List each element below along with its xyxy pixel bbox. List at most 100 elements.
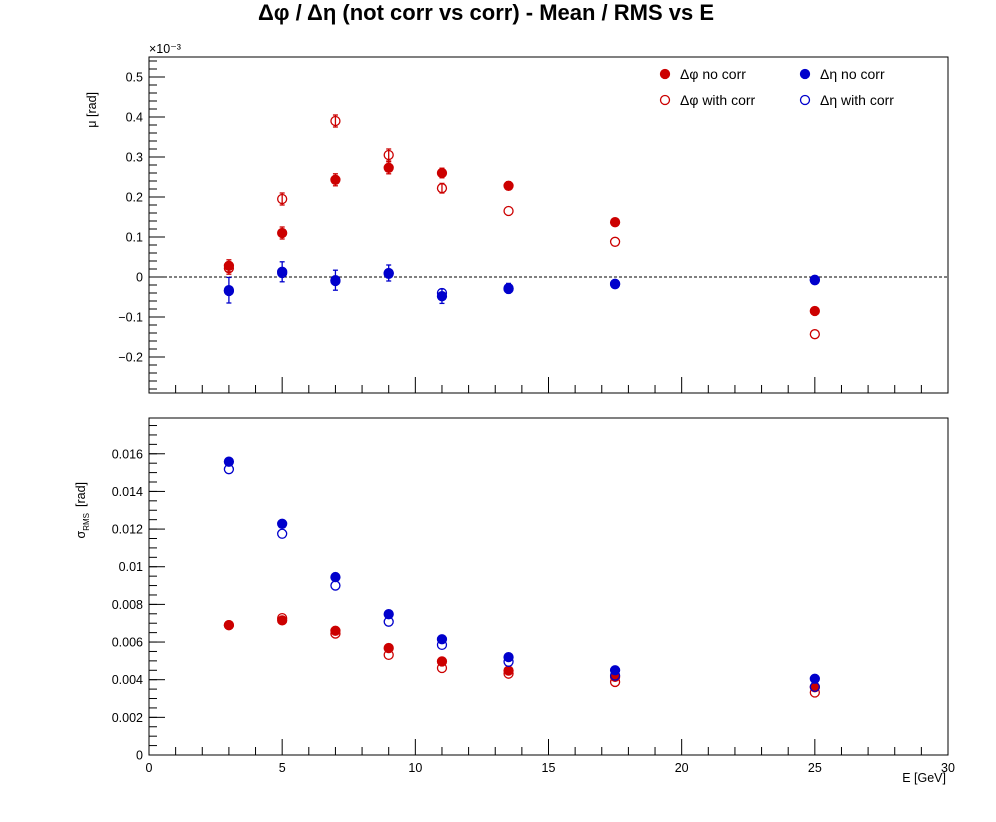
y-tick-label: 0.012 [112,523,143,537]
data-point [330,174,341,185]
data-point [277,612,288,624]
data-point [383,162,394,173]
y-tick-label: 0.2 [126,191,143,205]
data-point [223,464,235,475]
legend-marker-deta-nocorr [799,68,811,80]
data-point [223,619,235,631]
mean-series-1 [223,161,820,317]
data-point [609,676,621,688]
data-point [277,267,288,279]
data-point [503,668,514,679]
data-point [436,167,448,179]
chart-title: Δφ / Δη (not corr vs corr) - Mean / RMS … [258,0,714,25]
data-point [809,305,820,317]
data-point [809,673,820,684]
legend-label-deta-corr: Δη with corr [820,92,894,108]
rms-y-ticks: 0 0.002 0.004 0.006 0.008 0.01 0.012 0.014 0.016 [112,425,165,763]
data-point [809,275,820,286]
rms-plot-frame [148,417,949,756]
data-point [277,227,288,239]
data-point [330,571,341,583]
data-point [277,518,288,529]
data-point [609,279,621,290]
x-tick-label: 30 [941,761,955,775]
x-tick-label: 10 [408,761,422,775]
mean-series-2 [223,114,820,340]
data-point [436,639,448,651]
y-tick-label: 0 [136,749,143,763]
data-point [383,268,394,279]
legend-label-dphi-corr: Δφ with corr [680,92,756,108]
y-tick-label: 0.5 [126,71,143,85]
mean-y-ticks: −0.2 −0.1 0 0.1 0.2 0.3 0.4 0.5 [118,60,165,390]
data-point [383,609,394,620]
legend-marker-dphi-corr [659,94,671,106]
data-point [223,263,235,274]
data-point [809,687,820,698]
y-tick-label: −0.2 [118,351,143,365]
data-point [383,616,394,627]
data-point [609,236,621,247]
y-tick-label: −0.1 [118,311,143,325]
legend-marker-deta-corr [799,94,811,106]
data-point [503,205,514,217]
data-point [383,649,394,660]
data-point [609,665,621,676]
y-tick-label: 0.002 [112,711,143,725]
data-point [330,625,341,636]
data-point [330,580,341,591]
legend: Δφ no corr Δφ with corr Δη no corr Δη wi… [659,66,894,108]
mean-data-points [223,114,820,340]
mean-x-ticks [148,377,949,393]
mean-series-4 [223,267,820,299]
data-point [436,291,448,302]
rms-y-axis-label: σRMS [rad] [74,482,91,539]
rms-x-axis-label: E [GeV] [902,771,946,785]
data-point [503,656,514,667]
legend-marker-dphi-nocorr [659,68,671,80]
data-point [383,149,394,161]
data-point [809,681,820,692]
rms-series-4 [223,464,820,692]
data-point [436,287,448,299]
y-tick-label: 0.016 [112,447,143,461]
rms-series-3 [223,456,820,684]
rms-data-points [223,456,820,698]
x-tick-label: 20 [675,761,689,775]
data-point [330,275,341,287]
rms-series-1 [223,615,820,693]
mean-y-axis-label: μ [rad] [85,92,99,128]
rms-x-ticks: 0 5 10 15 20 25 30 [146,739,955,775]
rms-y-axis-subscript: RMS [82,513,91,531]
data-point [277,528,288,539]
data-point [503,283,514,295]
data-point [809,329,820,340]
mean-panel: μ [rad] ×10⁻³ −0.2 −0.1 0 0.1 0.2 0.3 0.4 0.5 Δ… [85,42,949,394]
rms-series-2 [223,612,820,698]
legend-label-deta-nocorr: Δη no corr [820,66,885,82]
data-point [436,183,448,194]
mean-series-3 [223,261,820,305]
data-point [330,628,341,639]
x-tick-label: 5 [279,761,286,775]
y-tick-label: 0.014 [112,485,143,499]
data-point [223,456,235,467]
y-tick-label: 0.3 [126,151,143,165]
data-point [330,115,341,127]
x-tick-label: 15 [542,761,556,775]
legend-label-dphi-nocorr: Δφ no corr [680,66,746,82]
data-point [277,193,288,205]
y-tick-label: 0.01 [119,560,143,574]
y-tick-label: 0.4 [126,111,143,125]
y-tick-label: 0.008 [112,598,143,612]
x-tick-label: 0 [146,761,153,775]
data-point [436,662,448,674]
data-point [503,180,514,191]
y-tick-label: 0.006 [112,636,143,650]
data-point [609,217,621,228]
y-tick-label: 0.1 [126,231,143,245]
mean-y-exponent: ×10⁻³ [149,42,181,56]
x-tick-label: 25 [808,761,822,775]
rms-y-axis-unit: [rad] [74,482,88,507]
